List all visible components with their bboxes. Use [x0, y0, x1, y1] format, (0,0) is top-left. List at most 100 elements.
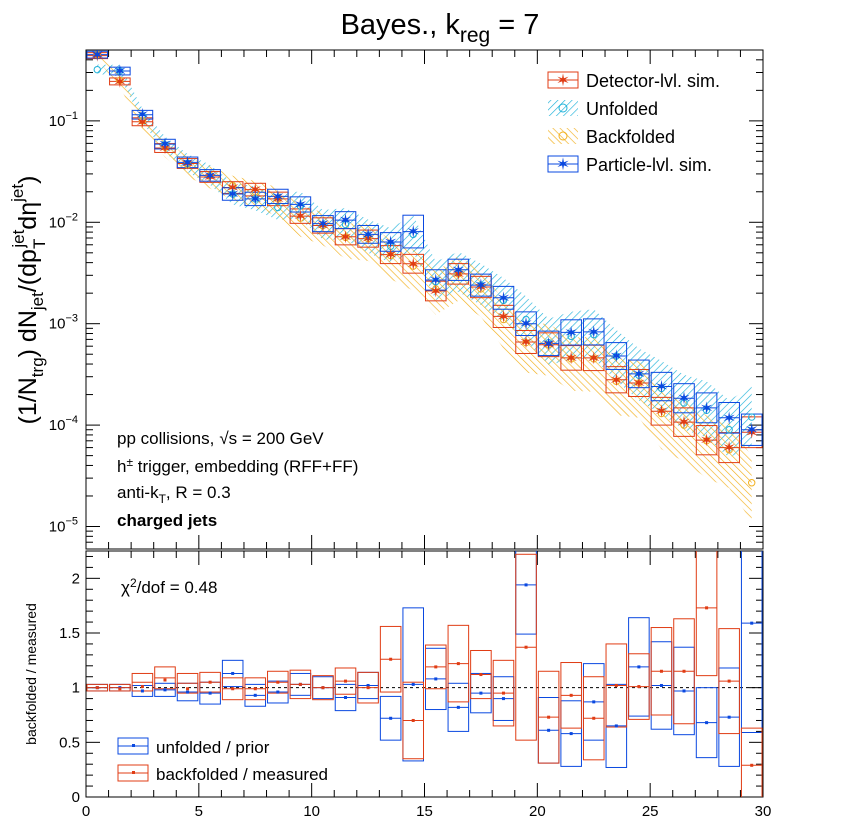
- unfolded-point: [612, 352, 621, 360]
- backfolded-measured-point: [208, 680, 212, 684]
- backfolded-measured-point: [569, 693, 573, 697]
- particle-point: ✶: [90, 46, 104, 65]
- particle-point: ✶: [609, 347, 623, 366]
- backfolded-point: [567, 355, 575, 363]
- y-tick-label: 0.5: [59, 734, 80, 751]
- lower-plot-area: [86, 551, 763, 797]
- unfolded-prior-point: [569, 732, 573, 736]
- unfolded-point: [522, 315, 530, 324]
- particle-point: ✶: [384, 233, 398, 252]
- detector-point: ✶: [406, 255, 420, 274]
- annotation-algorithm: anti-kT, R = 0.3: [117, 483, 231, 506]
- unfolded-prior-point: [592, 700, 596, 704]
- unfolded-prior-point: [253, 693, 257, 697]
- unfolded-point: [567, 332, 575, 341]
- legend-label-particle: Particle-lvl. sim.: [586, 155, 712, 175]
- unfolded-point: [409, 230, 417, 239]
- backfolded-point: [251, 188, 259, 196]
- y-tick-label: 10−1: [49, 110, 78, 130]
- annotation-trigger: h± trigger, embedding (RFF+FF): [117, 455, 358, 476]
- lower-axes: 00.511.520 5 10 15 20 25 30: [59, 551, 771, 820]
- unfolded-prior-point: [479, 691, 483, 695]
- backfolded-measured-point: [411, 718, 415, 722]
- detector-point: ✶: [338, 228, 352, 247]
- unfolded-prior-point: [637, 665, 641, 669]
- title-main: Bayes., k: [341, 9, 461, 41]
- x-tick-label: 30: [755, 803, 772, 820]
- detector-point: ✶: [135, 113, 149, 132]
- unfolded-point: [93, 65, 101, 74]
- unfolded-prior-point: [389, 716, 393, 720]
- backfolded-point: [409, 262, 417, 270]
- particle-point: ✶: [587, 323, 601, 342]
- unfolded-point: [635, 371, 643, 379]
- backfolded-measured-point: [231, 687, 235, 691]
- x-tick-label: 0: [82, 803, 90, 820]
- particle-point: ✶: [429, 271, 443, 290]
- backfolded-measured-point: [276, 680, 280, 684]
- legend-entry-detector: ✶ Detector-lvl. sim.: [547, 71, 720, 91]
- particle-point: ✶: [699, 399, 713, 418]
- legend-entry-unfolded-prior: unfolded / prior: [117, 737, 270, 757]
- backfolded-point: [161, 143, 169, 151]
- particle-point: ✶: [180, 153, 194, 172]
- particle-point: ✶: [271, 187, 285, 206]
- unfolded-prior-point: [750, 621, 754, 625]
- x-tick-label: 20: [529, 803, 546, 820]
- backfolded-measured-point: [547, 715, 551, 719]
- title-subscript: reg: [460, 24, 490, 47]
- backfolded-measured-point: [434, 665, 438, 669]
- y-tick-label: 1.5: [59, 625, 80, 642]
- backfolded-measured-point: [344, 679, 348, 683]
- backfolded-point: [116, 76, 124, 85]
- detector-point: ✶: [90, 47, 104, 66]
- unfolded-point: [161, 141, 169, 149]
- detector-point: ✶: [451, 265, 465, 284]
- detector-point: ✶: [226, 179, 240, 198]
- detector-point: ✶: [293, 207, 307, 226]
- detector-point: ✶: [541, 336, 555, 355]
- particle-point: ✶: [677, 389, 691, 408]
- unfolded-prior-point: [208, 691, 212, 695]
- x-tick-label: 10: [303, 803, 320, 820]
- detector-point: ✶: [158, 139, 172, 158]
- backfolded-point: [296, 214, 305, 222]
- y-tick-label: 0: [72, 789, 80, 806]
- backfolded-measured-point: [321, 686, 325, 690]
- legend-label-unfolded-prior: unfolded / prior: [156, 738, 270, 757]
- backfolded-point: [725, 446, 733, 454]
- detector-point: ✶: [113, 72, 127, 91]
- detector-point: ✶: [248, 181, 262, 200]
- backfolded-point: [206, 171, 214, 180]
- particle-point: ✶: [226, 185, 240, 204]
- unfolded-point: [274, 203, 282, 212]
- unfolded-point: [499, 296, 508, 305]
- unfolded-point: [477, 281, 485, 289]
- backfolded-measured-point: [592, 716, 596, 720]
- backfolded-measured-point: [727, 679, 731, 683]
- backfolded-measured-point: [479, 673, 483, 677]
- backfolded-measured-point: [163, 678, 167, 682]
- backfolded-point: [274, 195, 282, 203]
- particle-point: ✶: [293, 195, 307, 214]
- particle-point: ✶: [203, 166, 217, 185]
- backfolded-measured-point: [186, 687, 190, 691]
- unfolded-prior-point: [186, 690, 190, 694]
- unfolded-prior-point: [682, 689, 686, 693]
- detector-point: ✶: [677, 413, 691, 432]
- particle-point: ✶: [451, 261, 465, 280]
- particle-point: ✶: [113, 62, 127, 81]
- backfolded-measured-point: [366, 686, 370, 690]
- backfolded-point: [138, 117, 147, 125]
- unfolded-prior-point: [501, 697, 505, 701]
- x-tick-label: 15: [416, 803, 433, 820]
- detector-point: ✶: [474, 278, 488, 297]
- particle-point: ✶: [496, 289, 510, 308]
- backfolded-measured-point: [614, 683, 618, 687]
- unfolded-prior-point: [366, 683, 370, 687]
- y-tick-label: 10−2: [49, 211, 78, 231]
- particle-point: ✶: [316, 215, 330, 234]
- detector-point: ✶: [384, 246, 398, 265]
